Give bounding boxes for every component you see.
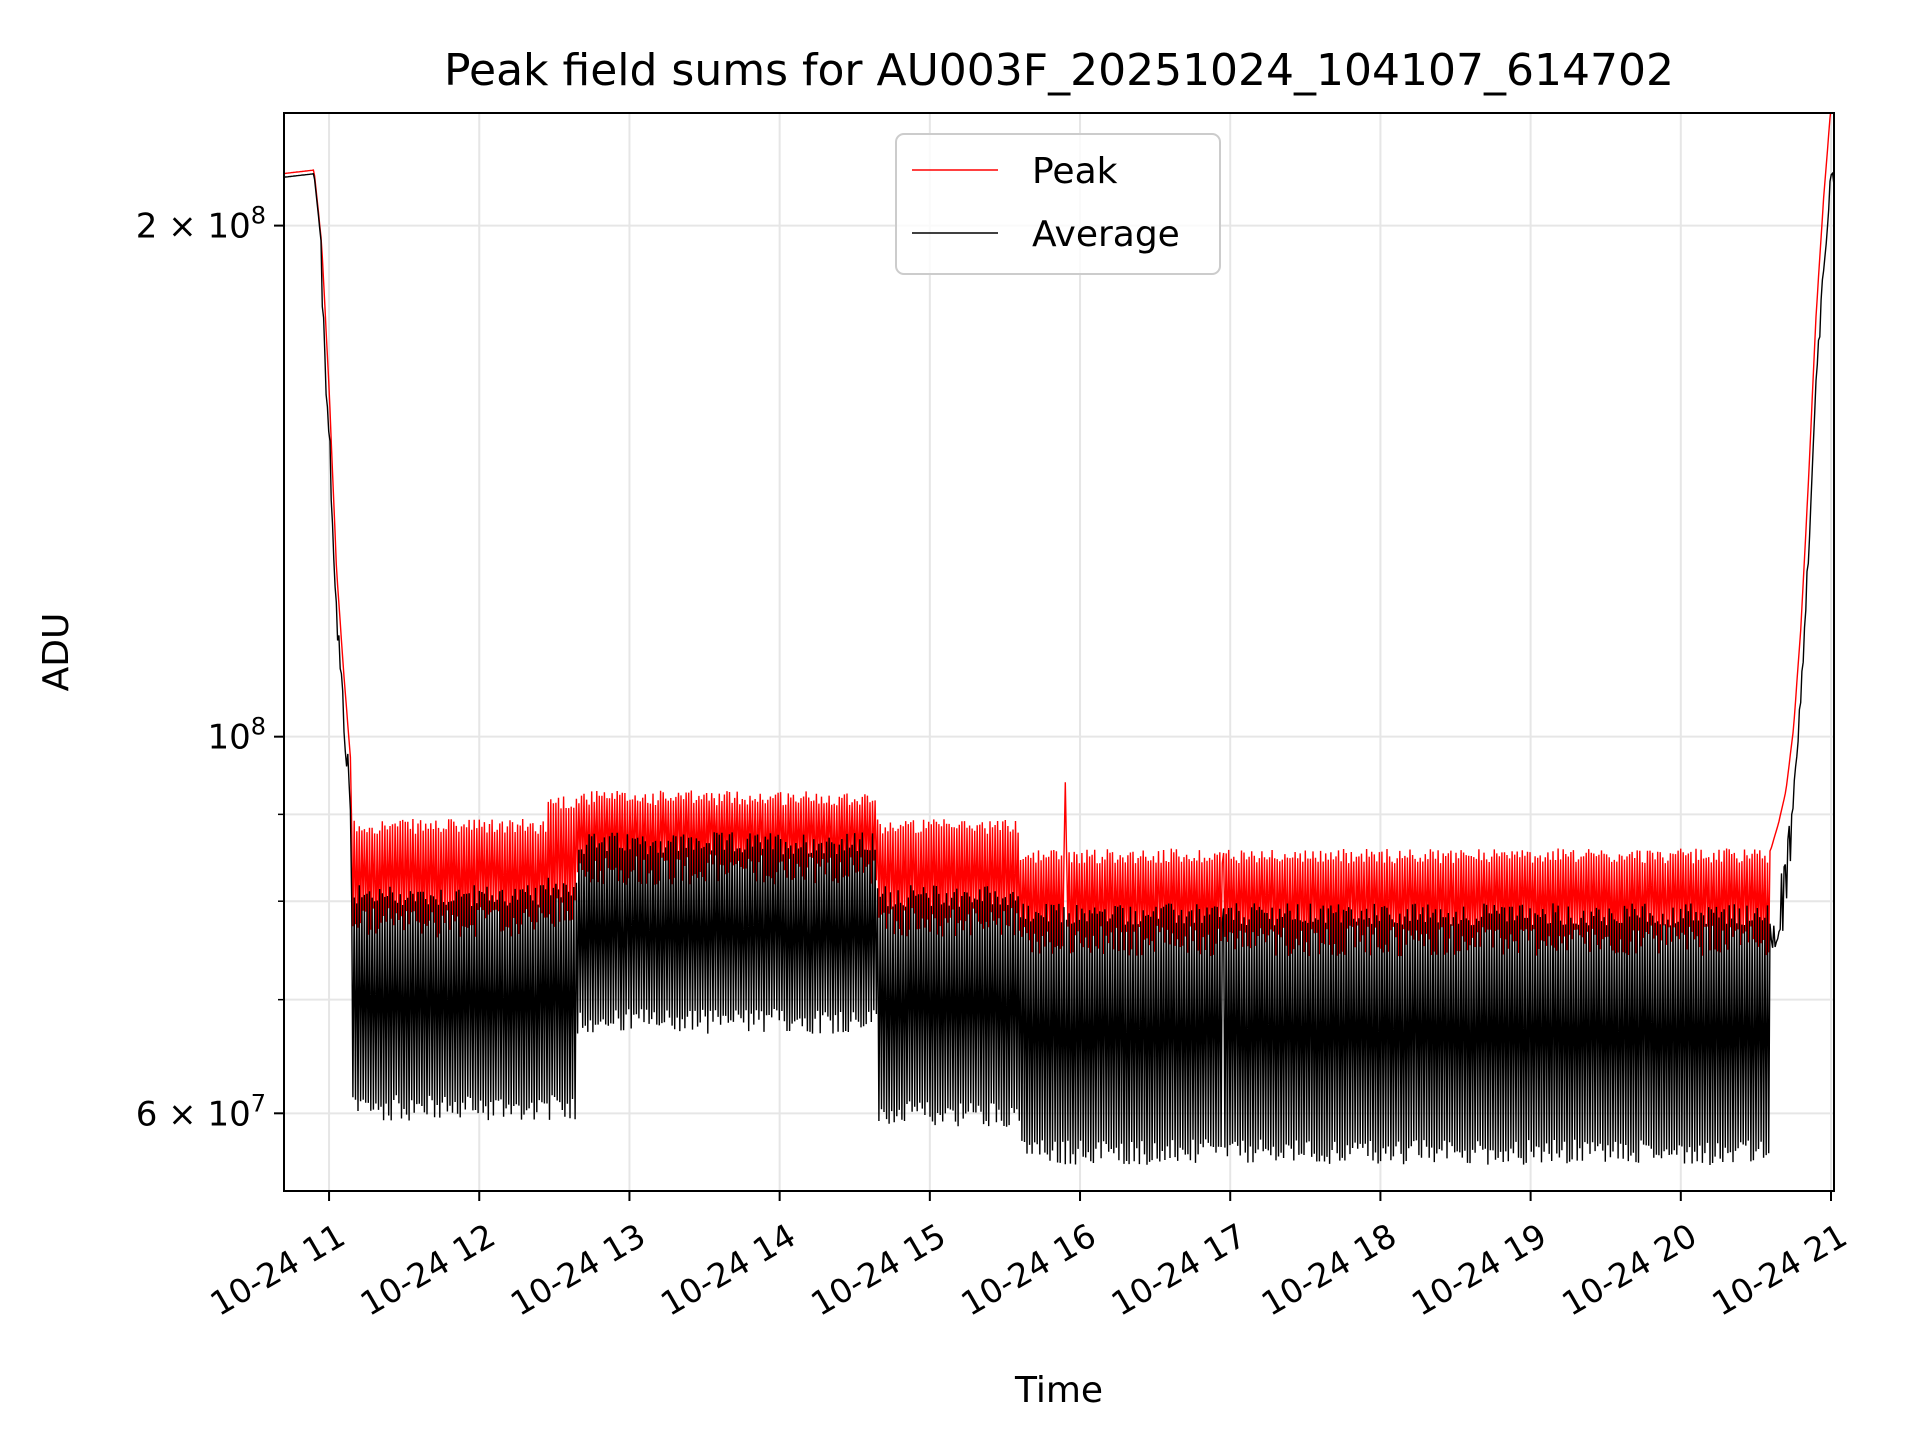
legend-label-peak: Peak (1032, 151, 1118, 192)
y-axis-label: ADU (36, 613, 77, 692)
legend-box (895, 133, 1221, 275)
y-tick-label: 6 × 107 (136, 1089, 266, 1134)
y-tick-label: 108 (207, 713, 266, 758)
y-axis: 6 × 107 108 2 × 108 (136, 202, 284, 1134)
series-layer (284, 113, 1834, 1166)
legend-label-average: Average (1032, 214, 1180, 255)
x-axis-label: Time (1014, 1370, 1103, 1411)
series-line-peak (284, 113, 1832, 957)
y-tick-label: 2 × 108 (136, 202, 266, 247)
series-line-average (284, 171, 1834, 1166)
chart-title: Peak field sums for AU003F_20251024_1041… (444, 45, 1674, 96)
legend: Peak Average (895, 133, 1221, 275)
plot-frame (283, 112, 1835, 1192)
